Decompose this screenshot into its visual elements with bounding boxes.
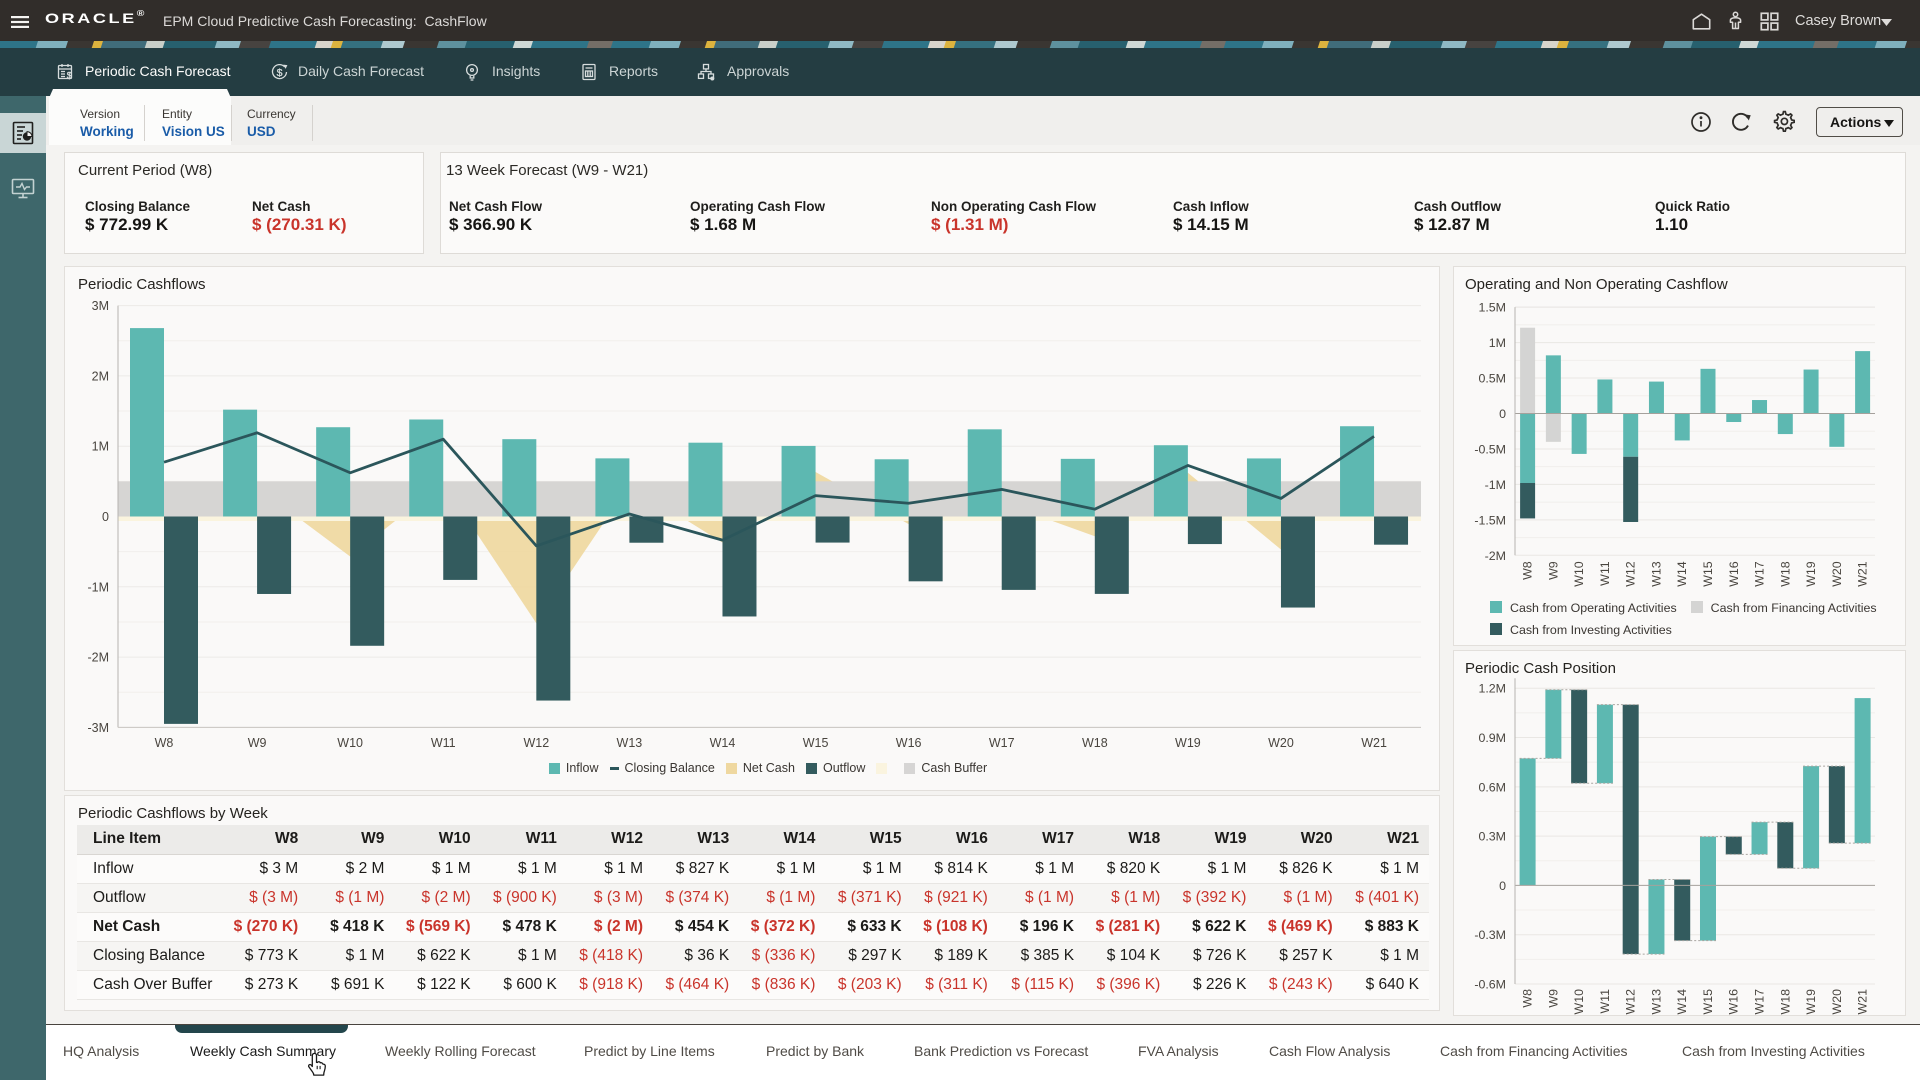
svg-text:W17: W17 [1753,561,1767,587]
svg-text:W10: W10 [1572,561,1586,587]
svg-text:W10: W10 [337,736,363,750]
svg-text:W18: W18 [1082,736,1108,750]
svg-text:0: 0 [1499,879,1506,893]
svg-text:0.9M: 0.9M [1478,731,1506,745]
svg-text:W9: W9 [1546,561,1560,580]
svg-text:W14: W14 [1675,989,1689,1015]
svg-text:0: 0 [1499,407,1506,421]
svg-text:-0.3M: -0.3M [1474,928,1506,942]
svg-text:W15: W15 [1701,989,1715,1015]
svg-text:W19: W19 [1804,989,1818,1015]
svg-text:W12: W12 [1624,989,1638,1015]
svg-text:W11: W11 [1598,561,1612,586]
svg-text:W18: W18 [1778,989,1792,1015]
svg-text:1M: 1M [1489,336,1506,350]
svg-text:2M: 2M [92,369,109,383]
svg-text:W16: W16 [1727,561,1741,587]
svg-text:W19: W19 [1804,561,1818,587]
svg-text:-1.5M: -1.5M [1474,513,1506,527]
svg-text:0.3M: 0.3M [1478,830,1506,844]
svg-text:0.6M: 0.6M [1478,780,1506,794]
svg-text:W16: W16 [1727,989,1741,1015]
svg-text:W14: W14 [710,736,736,750]
svg-text:-1M: -1M [1485,478,1506,492]
svg-text:W21: W21 [1361,736,1387,750]
svg-text:W18: W18 [1778,561,1792,587]
svg-text:W13: W13 [1649,989,1663,1015]
svg-text:-0.5M: -0.5M [1474,442,1506,456]
svg-text:W20: W20 [1830,561,1844,587]
svg-text:W11: W11 [431,736,456,750]
svg-text:$: $ [277,67,283,79]
svg-text:W21: W21 [1856,561,1870,587]
svg-text:-2M: -2M [87,651,109,665]
svg-text:W9: W9 [248,736,267,750]
svg-text:W8: W8 [1521,989,1535,1008]
svg-text:W10: W10 [1572,989,1586,1015]
svg-text:$: $ [67,71,72,81]
svg-text:-0.6M: -0.6M [1474,977,1506,991]
svg-text:W20: W20 [1830,989,1844,1015]
svg-text:W19: W19 [1175,736,1201,750]
svg-text:0.5M: 0.5M [1478,372,1506,386]
svg-text:-3M: -3M [87,721,109,735]
svg-text:W21: W21 [1856,989,1870,1015]
svg-text:W15: W15 [803,736,829,750]
svg-text:W14: W14 [1675,561,1689,587]
svg-text:W8: W8 [1521,561,1535,580]
svg-text:W16: W16 [896,736,922,750]
svg-text:-2M: -2M [1485,549,1506,563]
svg-text:W13: W13 [1649,561,1663,587]
svg-text:W20: W20 [1268,736,1294,750]
svg-text:W17: W17 [989,736,1015,750]
svg-text:W11: W11 [1598,989,1612,1014]
svg-text:W12: W12 [1624,561,1638,587]
svg-text:-1M: -1M [87,580,109,594]
svg-text:1.2M: 1.2M [1478,682,1506,696]
svg-text:1.5M: 1.5M [1478,301,1506,315]
svg-text:W9: W9 [1546,989,1560,1008]
svg-text:0: 0 [102,510,109,524]
svg-text:3M: 3M [92,299,109,313]
svg-text:1M: 1M [92,440,109,454]
svg-text:W8: W8 [155,736,174,750]
svg-text:W13: W13 [617,736,643,750]
svg-text:W15: W15 [1701,561,1715,587]
svg-text:W17: W17 [1753,989,1767,1015]
svg-text:W12: W12 [523,736,549,750]
